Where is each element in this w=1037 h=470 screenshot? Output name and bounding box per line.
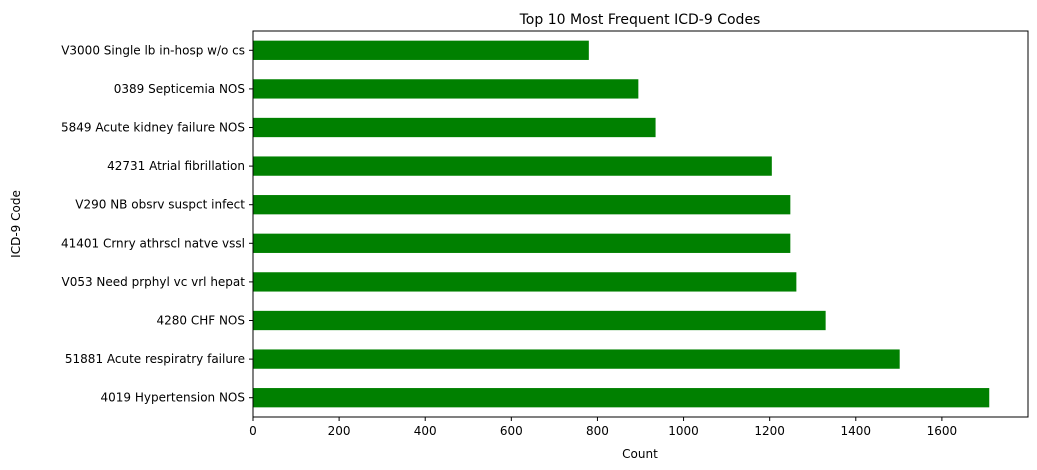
bar: [253, 40, 589, 60]
x-tick-label: 1600: [927, 424, 958, 438]
x-tick-label: 800: [586, 424, 609, 438]
y-tick-label: 4019 Hypertension NOS: [101, 391, 246, 405]
bar: [253, 349, 900, 369]
x-tick-label: 1400: [841, 424, 872, 438]
y-tick-label: 51881 Acute respiratry failure: [65, 352, 245, 366]
y-axis-label: ICD-9 Code: [9, 190, 23, 258]
y-tick-label: 4280 CHF NOS: [156, 314, 245, 328]
bar: [253, 79, 639, 99]
bars-group: [253, 40, 990, 408]
y-tick-label: 0389 Septicemia NOS: [114, 82, 245, 96]
x-tick-label: 200: [328, 424, 351, 438]
y-tick-label: 41401 Crnry athrscl natve vssl: [61, 236, 245, 250]
y-tick-labels: V3000 Single lb in-hosp w/o cs 0389 Septi…: [61, 43, 253, 405]
bar: [253, 388, 990, 408]
y-tick-label: 42731 Atrial fibrillation: [107, 159, 245, 173]
bar: [253, 117, 656, 138]
y-tick-label: V053 Need prphyl vc vrl hepat: [62, 275, 246, 289]
x-tick-label: 1200: [754, 424, 785, 438]
bar: [253, 272, 797, 292]
y-tick-label: 5849 Acute kidney failure NOS: [61, 121, 245, 135]
x-tick-label: 400: [414, 424, 437, 438]
y-tick-label: V290 NB obsrv suspct infect: [75, 198, 245, 212]
chart-title: Top 10 Most Frequent ICD-9 Codes: [519, 12, 761, 28]
x-tick-label: 1000: [668, 424, 699, 438]
bar: [253, 233, 791, 253]
x-ticks: 0 200 400 600 800 1000 1200 1400 1600: [249, 417, 957, 438]
x-tick-label: 0: [249, 424, 257, 438]
x-tick-label: 600: [500, 424, 523, 438]
plot-frame: [252, 30, 1029, 418]
bar: [253, 310, 826, 331]
x-axis-label: Count: [622, 447, 658, 461]
y-tick-label: V3000 Single lb in-hosp w/o cs: [61, 43, 245, 57]
bar: [253, 195, 791, 215]
bar: [253, 156, 772, 176]
